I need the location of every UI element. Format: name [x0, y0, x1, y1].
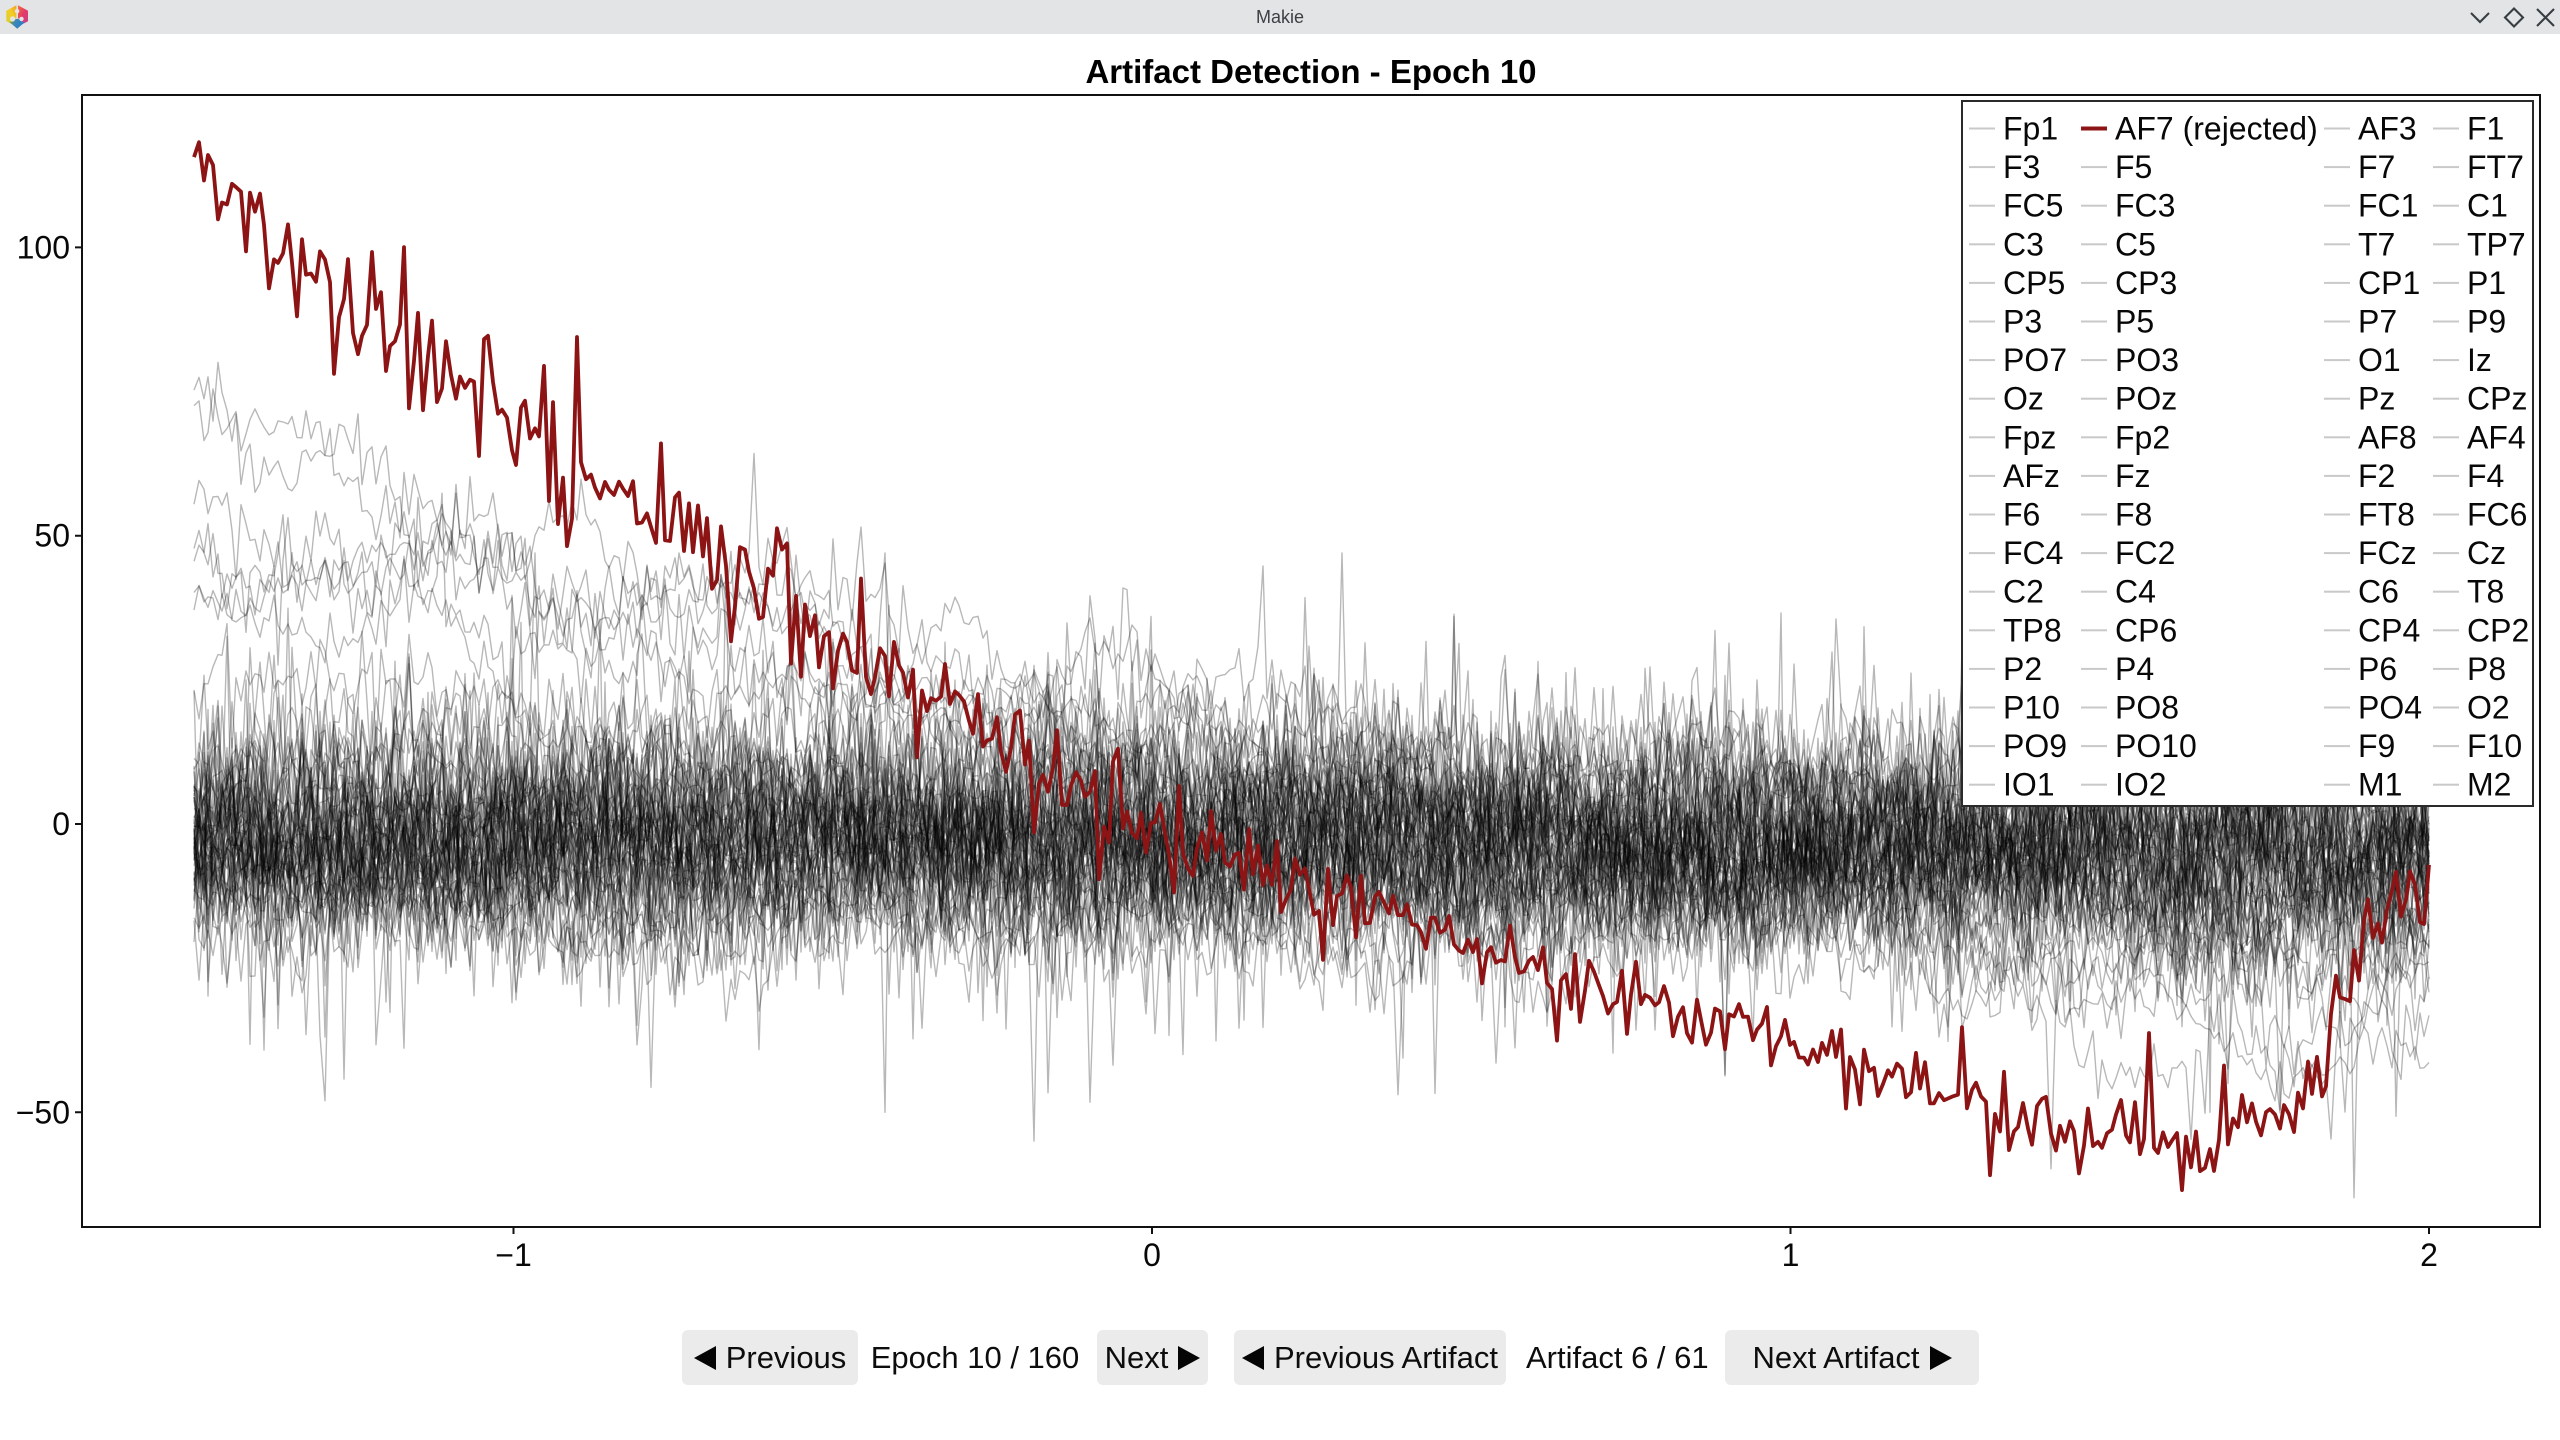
svg-text:CP4: CP4 [2358, 612, 2420, 648]
svg-text:FC2: FC2 [2115, 535, 2175, 571]
svg-text:2: 2 [2420, 1237, 2438, 1273]
svg-text:P2: P2 [2003, 651, 2042, 687]
svg-text:P10: P10 [2003, 690, 2060, 726]
svg-text:Iz: Iz [2467, 342, 2492, 378]
svg-text:F9: F9 [2358, 728, 2395, 764]
svg-text:P7: P7 [2358, 304, 2397, 340]
svg-text:−1: −1 [495, 1237, 531, 1273]
svg-text:CP2: CP2 [2467, 612, 2529, 648]
svg-text:AF3: AF3 [2358, 111, 2417, 147]
svg-text:AF4: AF4 [2467, 419, 2526, 455]
svg-text:IO1: IO1 [2003, 767, 2055, 803]
svg-text:50: 50 [34, 518, 70, 554]
svg-text:C2: C2 [2003, 574, 2044, 610]
svg-text:PO4: PO4 [2358, 690, 2422, 726]
svg-text:F8: F8 [2115, 497, 2152, 533]
svg-text:C4: C4 [2115, 574, 2156, 610]
svg-text:−50: −50 [16, 1094, 70, 1130]
svg-text:M2: M2 [2467, 767, 2511, 803]
svg-text:F3: F3 [2003, 149, 2040, 185]
svg-text:FC3: FC3 [2115, 188, 2175, 224]
svg-text:Fz: Fz [2115, 458, 2151, 494]
svg-text:FC6: FC6 [2467, 497, 2527, 533]
svg-text:TP8: TP8 [2003, 612, 2062, 648]
svg-text:FC5: FC5 [2003, 188, 2063, 224]
svg-text:IO2: IO2 [2115, 767, 2167, 803]
svg-text:FC1: FC1 [2358, 188, 2418, 224]
svg-text:M1: M1 [2358, 767, 2402, 803]
svg-text:C1: C1 [2467, 188, 2508, 224]
svg-text:AF7 (rejected): AF7 (rejected) [2115, 111, 2318, 147]
svg-text:C5: C5 [2115, 226, 2156, 262]
svg-text:C6: C6 [2358, 574, 2399, 610]
svg-text:P6: P6 [2358, 651, 2397, 687]
svg-text:CP3: CP3 [2115, 265, 2177, 301]
svg-text:O2: O2 [2467, 690, 2510, 726]
svg-text:F2: F2 [2358, 458, 2395, 494]
svg-text:0: 0 [52, 806, 70, 842]
svg-text:Artifact Detection - Epoch 10: Artifact Detection - Epoch 10 [1085, 53, 1536, 90]
svg-text:FC4: FC4 [2003, 535, 2063, 571]
svg-text:F4: F4 [2467, 458, 2504, 494]
svg-text:PO10: PO10 [2115, 728, 2197, 764]
svg-text:FT7: FT7 [2467, 149, 2524, 185]
svg-text:P3: P3 [2003, 304, 2042, 340]
svg-text:Oz: Oz [2003, 381, 2044, 417]
svg-text:CPz: CPz [2467, 381, 2527, 417]
svg-text:PO7: PO7 [2003, 342, 2067, 378]
svg-text:Cz: Cz [2467, 535, 2506, 571]
svg-text:T8: T8 [2467, 574, 2504, 610]
svg-text:O1: O1 [2358, 342, 2401, 378]
svg-text:AFz: AFz [2003, 458, 2060, 494]
svg-text:TP7: TP7 [2467, 226, 2526, 262]
svg-text:F5: F5 [2115, 149, 2152, 185]
svg-text:F7: F7 [2358, 149, 2395, 185]
svg-text:F1: F1 [2467, 111, 2504, 147]
svg-text:Pz: Pz [2358, 381, 2395, 417]
svg-text:PO3: PO3 [2115, 342, 2179, 378]
svg-text:P9: P9 [2467, 304, 2506, 340]
svg-text:0: 0 [1143, 1237, 1161, 1273]
svg-text:C3: C3 [2003, 226, 2044, 262]
svg-text:FT8: FT8 [2358, 497, 2415, 533]
svg-text:CP5: CP5 [2003, 265, 2065, 301]
svg-text:CP6: CP6 [2115, 612, 2177, 648]
svg-text:PO8: PO8 [2115, 690, 2179, 726]
svg-text:P5: P5 [2115, 304, 2154, 340]
svg-text:P8: P8 [2467, 651, 2506, 687]
svg-text:P1: P1 [2467, 265, 2506, 301]
svg-text:FCz: FCz [2358, 535, 2417, 571]
svg-text:F10: F10 [2467, 728, 2522, 764]
svg-text:Fp1: Fp1 [2003, 111, 2058, 147]
svg-text:PO9: PO9 [2003, 728, 2067, 764]
svg-text:Fpz: Fpz [2003, 419, 2056, 455]
svg-text:100: 100 [17, 229, 70, 265]
svg-text:P4: P4 [2115, 651, 2154, 687]
svg-text:Fp2: Fp2 [2115, 419, 2170, 455]
svg-text:T7: T7 [2358, 226, 2395, 262]
svg-text:AF8: AF8 [2358, 419, 2417, 455]
svg-text:POz: POz [2115, 381, 2177, 417]
svg-text:CP1: CP1 [2358, 265, 2420, 301]
svg-text:1: 1 [1782, 1237, 1800, 1273]
svg-text:F6: F6 [2003, 497, 2040, 533]
